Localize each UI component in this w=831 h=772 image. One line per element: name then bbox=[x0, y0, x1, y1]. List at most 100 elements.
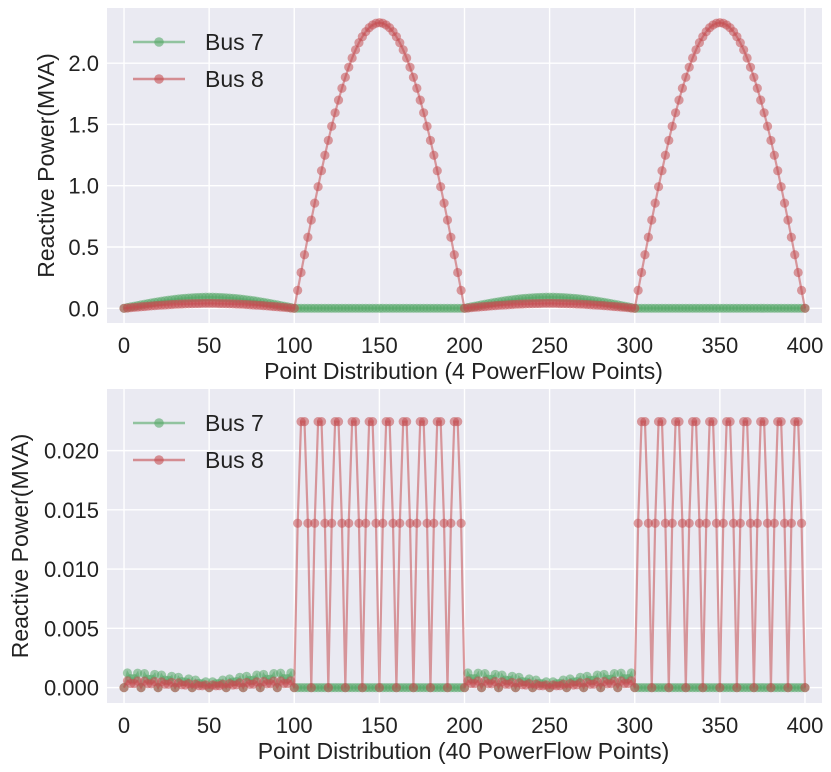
data-point bbox=[742, 417, 752, 427]
x-tick-label: 200 bbox=[446, 333, 483, 358]
data-point bbox=[681, 72, 691, 82]
y-tick-label: 1.5 bbox=[68, 112, 99, 137]
data-point bbox=[439, 198, 449, 208]
x-tick-label: 150 bbox=[361, 333, 398, 358]
data-point bbox=[333, 417, 344, 427]
data-point bbox=[796, 518, 807, 528]
data-point bbox=[408, 72, 419, 82]
data-point bbox=[647, 683, 657, 693]
legend-marker bbox=[154, 455, 164, 465]
data-point bbox=[752, 518, 762, 528]
x-tick-label: 100 bbox=[276, 333, 313, 358]
data-point bbox=[296, 267, 306, 278]
data-point bbox=[626, 668, 636, 678]
y-tick-label: 0.015 bbox=[44, 498, 99, 523]
legend-marker bbox=[154, 418, 164, 428]
data-point bbox=[660, 150, 670, 160]
data-point bbox=[286, 668, 296, 678]
data-point bbox=[742, 53, 752, 63]
data-point bbox=[327, 121, 337, 131]
data-point bbox=[429, 518, 439, 528]
data-point bbox=[313, 182, 323, 192]
data-point bbox=[350, 45, 361, 55]
data-point bbox=[745, 518, 756, 528]
x-tick-label: 50 bbox=[197, 333, 221, 358]
legend: Bus 7 Bus 8 bbox=[133, 29, 264, 92]
x-tick-label: 50 bbox=[197, 713, 221, 738]
data-point bbox=[688, 53, 698, 63]
x-tick-label: 150 bbox=[361, 713, 398, 738]
legend-label: Bus 8 bbox=[205, 447, 264, 473]
legend-marker bbox=[154, 37, 164, 47]
data-point bbox=[708, 417, 718, 427]
data-point bbox=[677, 518, 688, 528]
x-tick-label: 350 bbox=[701, 333, 738, 358]
data-point bbox=[453, 417, 463, 427]
data-point bbox=[674, 95, 684, 105]
data-point bbox=[691, 417, 701, 427]
data-point bbox=[701, 518, 711, 528]
data-point bbox=[664, 135, 674, 146]
data-point bbox=[671, 108, 681, 118]
y-tick-label: 0.0 bbox=[68, 296, 99, 321]
data-point bbox=[316, 417, 327, 427]
data-point bbox=[667, 121, 677, 131]
legend-label: Bus 8 bbox=[205, 66, 264, 92]
data-point bbox=[398, 45, 408, 55]
data-point bbox=[633, 518, 643, 528]
y-tick-label: 0.005 bbox=[44, 616, 99, 641]
data-point bbox=[657, 166, 667, 176]
data-point bbox=[405, 518, 415, 528]
data-point bbox=[344, 518, 354, 528]
data-point bbox=[252, 670, 262, 680]
data-point bbox=[310, 198, 320, 208]
data-point bbox=[800, 303, 810, 313]
x-tick-label: 300 bbox=[616, 333, 653, 358]
data-point bbox=[657, 417, 667, 427]
data-point bbox=[402, 417, 412, 427]
data-point bbox=[306, 683, 316, 693]
x-tick-label: 200 bbox=[446, 713, 483, 738]
data-point bbox=[769, 150, 779, 160]
data-point bbox=[385, 417, 395, 427]
data-point bbox=[664, 683, 674, 693]
data-point bbox=[793, 267, 803, 278]
data-point bbox=[289, 303, 299, 313]
data-point bbox=[674, 417, 684, 427]
legend: Bus 7 Bus 8 bbox=[133, 410, 264, 473]
data-point bbox=[333, 95, 344, 105]
data-point bbox=[650, 518, 660, 528]
y-axis-label: Reactive Power(MVA) bbox=[33, 53, 59, 278]
data-point bbox=[320, 518, 330, 528]
data-point bbox=[776, 182, 786, 192]
data-point bbox=[643, 518, 653, 528]
x-tick-label: 300 bbox=[616, 713, 653, 738]
data-point bbox=[725, 417, 735, 427]
data-point bbox=[330, 108, 340, 118]
data-point bbox=[711, 518, 722, 528]
data-point bbox=[756, 95, 766, 105]
data-point bbox=[640, 417, 650, 427]
data-point bbox=[728, 518, 739, 528]
x-tick-label: 100 bbox=[276, 713, 313, 738]
data-point bbox=[337, 83, 347, 93]
data-point bbox=[422, 518, 432, 528]
data-point bbox=[293, 285, 303, 295]
data-point bbox=[446, 232, 456, 242]
data-point bbox=[776, 417, 786, 427]
data-point bbox=[786, 518, 796, 528]
data-point bbox=[779, 518, 790, 528]
data-point bbox=[749, 72, 759, 82]
data-point bbox=[133, 668, 143, 678]
data-point bbox=[643, 232, 653, 242]
data-point bbox=[419, 108, 429, 118]
data-point bbox=[310, 518, 320, 528]
data-point bbox=[660, 518, 670, 528]
data-point bbox=[609, 669, 619, 679]
data-point bbox=[439, 518, 449, 528]
data-point bbox=[289, 683, 299, 693]
data-point bbox=[745, 62, 756, 72]
data-point bbox=[367, 417, 378, 427]
x-axis-label: Point Distribution (40 PowerFlow Points) bbox=[258, 738, 670, 764]
data-point bbox=[378, 518, 388, 528]
